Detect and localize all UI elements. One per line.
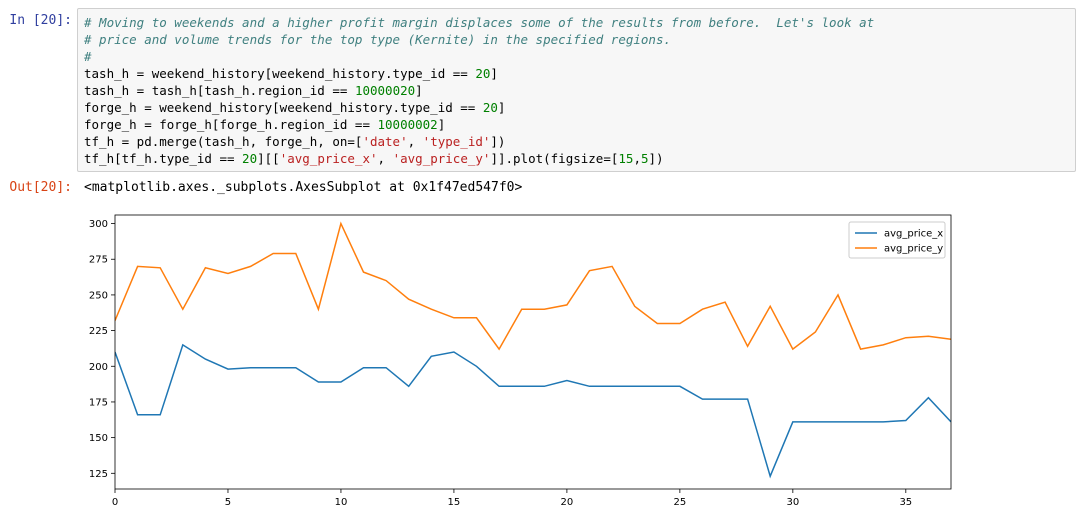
input-prompt: In [20]: (9, 13, 72, 28)
code-line: # price and volume trends for the top ty… (84, 31, 1075, 48)
code-line: # Moving to weekends and a higher profit… (84, 14, 1075, 31)
code-line: tash_h = weekend_history[weekend_history… (84, 65, 1075, 82)
x-tick-label: 25 (673, 497, 686, 508)
x-tick-label: 30 (786, 497, 799, 508)
code-token: ] (497, 100, 506, 115)
code-token: 15 (618, 151, 634, 166)
code-token: ][[ (257, 151, 280, 166)
code-token: tf_h = pd.merge(tash_h, forge_h, on=[ (84, 134, 363, 149)
code-token: 20 (482, 100, 498, 115)
legend-label-avg_price_x: avg_price_x (884, 229, 943, 240)
code-token: forge_h = forge_h[forge_h.region_id == (84, 117, 378, 132)
code-token: 20 (242, 151, 258, 166)
code-token: # Moving to weekends and a higher profit… (84, 15, 875, 30)
output-repr: <matplotlib.axes._subplots.AxesSubplot a… (84, 180, 523, 195)
code-editor[interactable]: # Moving to weekends and a higher profit… (78, 9, 1075, 167)
output-prompt: Out[20]: (9, 180, 72, 195)
code-token: 10000002 (377, 117, 438, 132)
y-tick-label: 300 (89, 219, 108, 230)
legend-label-avg_price_y: avg_price_y (884, 244, 943, 255)
code-token: ] (415, 83, 423, 98)
y-tick-label: 125 (89, 469, 108, 480)
legend-box (848, 221, 946, 259)
code-token: tash_h = weekend_history[weekend_history… (84, 66, 476, 81)
code-line: forge_h = forge_h[forge_h.region_id == 1… (84, 116, 1075, 133)
x-tick-label: 10 (335, 497, 348, 508)
code-token: 5 (640, 151, 649, 166)
code-line: tf_h[tf_h.type_id == 20][['avg_price_x',… (84, 150, 1075, 167)
code-token: 10000020 (354, 83, 416, 98)
code-token: tash_h = tash_h[tash_h.region_id == (84, 83, 355, 98)
x-tick-label: 20 (561, 497, 574, 508)
y-tick-label: 275 (89, 255, 108, 266)
code-token: # (84, 49, 92, 64)
x-tick-label: 0 (112, 497, 118, 508)
code-token: 'avg_price_x' (279, 151, 378, 166)
code-line: forge_h = weekend_history[weekend_histor… (84, 99, 1075, 116)
code-cell[interactable]: # Moving to weekends and a higher profit… (77, 8, 1076, 172)
code-token: forge_h = weekend_history[weekend_histor… (84, 100, 483, 115)
code-token: ] (490, 66, 498, 81)
code-token: , (377, 151, 393, 166)
y-tick-label: 225 (89, 326, 108, 337)
code-token: , (407, 134, 423, 149)
x-tick-label: 15 (448, 497, 461, 508)
code-token: # price and volume trends for the top ty… (84, 32, 671, 47)
y-tick-label: 250 (89, 290, 108, 301)
code-token: 'avg_price_y' (392, 151, 491, 166)
code-line: tash_h = tash_h[tash_h.region_id == 1000… (84, 82, 1075, 99)
y-tick-label: 150 (89, 433, 108, 444)
y-tick-label: 175 (89, 397, 108, 408)
x-tick-label: 5 (225, 497, 231, 508)
code-token: ]].plot(figsize=[ (490, 151, 619, 166)
code-line: # (84, 48, 1075, 65)
code-token: 20 (475, 66, 491, 81)
code-token: 'date' (362, 134, 408, 149)
code-line: tf_h = pd.merge(tash_h, forge_h, on=['da… (84, 133, 1075, 150)
y-tick-label: 200 (89, 362, 108, 373)
code-token: ]) (490, 134, 506, 149)
axes-frame (114, 214, 952, 490)
series-line-avg_price_x (115, 343, 951, 479)
code-token: , (633, 151, 641, 166)
x-tick-label: 35 (899, 497, 912, 508)
code-token: ] (437, 117, 446, 132)
series-line-avg_price_y (115, 221, 951, 351)
code-token: ]) (648, 151, 664, 166)
code-token: 'type_id' (422, 134, 491, 149)
code-token: tf_h[tf_h.type_id == (84, 151, 243, 166)
